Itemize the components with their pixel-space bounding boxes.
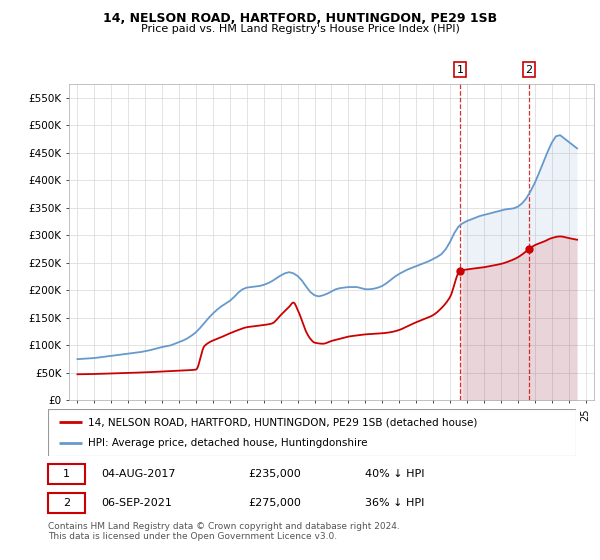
Text: 1: 1 (63, 469, 70, 479)
Text: £275,000: £275,000 (248, 498, 302, 508)
Text: 2: 2 (526, 64, 533, 74)
Text: 40% ↓ HPI: 40% ↓ HPI (365, 469, 424, 479)
FancyBboxPatch shape (48, 464, 85, 484)
FancyBboxPatch shape (48, 493, 85, 514)
Text: 36% ↓ HPI: 36% ↓ HPI (365, 498, 424, 508)
Text: 1: 1 (457, 64, 463, 74)
Text: Contains HM Land Registry data © Crown copyright and database right 2024.
This d: Contains HM Land Registry data © Crown c… (48, 522, 400, 542)
Text: Price paid vs. HM Land Registry's House Price Index (HPI): Price paid vs. HM Land Registry's House … (140, 24, 460, 34)
Text: 14, NELSON ROAD, HARTFORD, HUNTINGDON, PE29 1SB (detached house): 14, NELSON ROAD, HARTFORD, HUNTINGDON, P… (88, 417, 477, 427)
Text: 04-AUG-2017: 04-AUG-2017 (101, 469, 175, 479)
Text: 06-SEP-2021: 06-SEP-2021 (101, 498, 172, 508)
Text: 2: 2 (63, 498, 70, 508)
Text: HPI: Average price, detached house, Huntingdonshire: HPI: Average price, detached house, Hunt… (88, 438, 367, 448)
Text: 14, NELSON ROAD, HARTFORD, HUNTINGDON, PE29 1SB: 14, NELSON ROAD, HARTFORD, HUNTINGDON, P… (103, 12, 497, 25)
Text: £235,000: £235,000 (248, 469, 301, 479)
